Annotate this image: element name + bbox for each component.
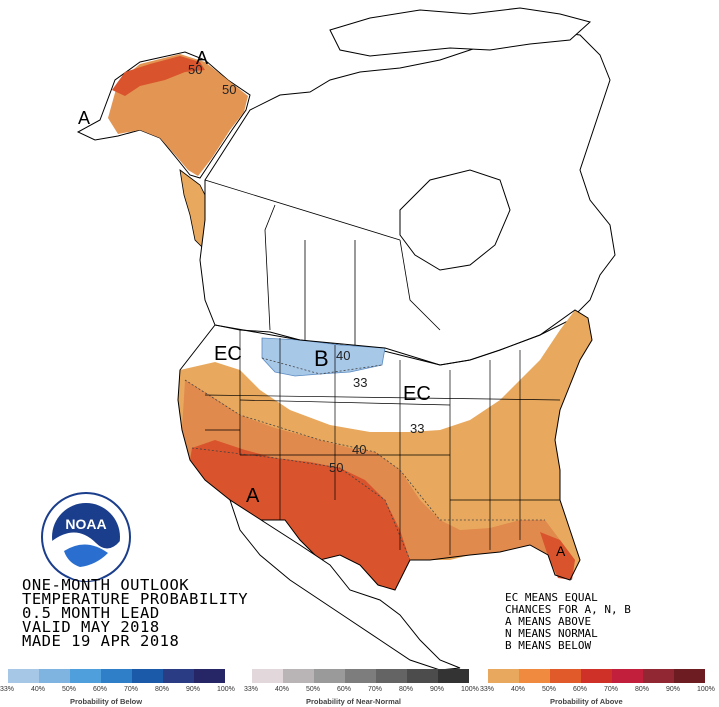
contour-label-alaska-50a: 50: [188, 62, 202, 77]
legend-swatch-normal-0: [252, 669, 283, 683]
legend-swatch-above-6: [674, 669, 705, 683]
hudson-bay: [399, 169, 511, 271]
outlook-title-block: ONE-MONTH OUTLOOK TEMPERATURE PROBABILIT…: [22, 576, 249, 650]
legend-tick-normal-3: 60%: [337, 686, 352, 693]
contour-label-alaska-50b: 50: [222, 82, 236, 97]
contour-label-33-central: 33: [410, 421, 424, 436]
legend-swatch-below-1: [39, 669, 70, 683]
legend-swatch-below-3: [101, 669, 132, 683]
legend-tick-below-4: 70%: [124, 686, 139, 693]
legend-tick-normal-6: 90%: [430, 686, 445, 693]
noaa-logo: NOAA: [41, 492, 131, 582]
state-lines: [204, 330, 561, 555]
label-above-alaska: A: [196, 48, 208, 68]
legend-swatch-normal-5: [407, 669, 438, 683]
legend-swatch-below-0: [8, 669, 39, 683]
legend-swatch-above-2: [550, 669, 581, 683]
legend-tick-above-7: 100%: [697, 686, 715, 693]
legend-tick-above-1: 40%: [511, 686, 526, 693]
contour-label-40-below: 40: [336, 348, 350, 363]
legend-tick-below-5: 80%: [155, 686, 170, 693]
legend-tick-above-3: 60%: [573, 686, 588, 693]
legend-swatch-normal-1: [283, 669, 314, 683]
title-line-2: TEMPERATURE PROBABILITY: [22, 590, 249, 608]
legend-tick-above-5: 80%: [635, 686, 650, 693]
legend-tick-normal-7: 100%: [461, 686, 479, 693]
contour-label-40: 40: [352, 442, 366, 457]
label-ec-west: EC: [214, 343, 242, 365]
legend-swatch-above-0: [488, 669, 519, 683]
label-above-alaska-w: A: [78, 108, 90, 128]
legend-tick-below-3: 60%: [93, 686, 108, 693]
province-lines: [204, 179, 441, 345]
legend-notes: EC MEANS EQUAL CHANCES FOR A, N, B A MEA…: [505, 592, 631, 652]
alaska-above-50-area: [112, 56, 205, 96]
title-line-4: VALID MAY 2018: [22, 618, 160, 636]
note-above: A MEANS ABOVE: [505, 615, 592, 628]
title-line-3: 0.5 MONTH LEAD: [22, 604, 160, 622]
arctic-islands: [329, 7, 592, 57]
legend-title-below: Probability of Below: [70, 697, 143, 706]
contour-label-50: 50: [329, 460, 343, 475]
legend-tick-above-6: 90%: [666, 686, 681, 693]
legend-tick-below-7: 100%: [217, 686, 235, 693]
contour-lines: [184, 357, 545, 561]
conus-outline: [177, 309, 593, 591]
legend-tick-above-4: 70%: [604, 686, 619, 693]
legend-bar-below: [8, 669, 225, 683]
legend-swatch-below-5: [163, 669, 194, 683]
legend-bar-normal: [252, 669, 469, 683]
legend-swatch-normal-3: [345, 669, 376, 683]
legend-title-above: Probability of Above: [550, 697, 623, 706]
label-above-florida: A: [556, 543, 566, 559]
legend-swatch-below-6: [194, 669, 225, 683]
legend-tick-below-1: 40%: [31, 686, 46, 693]
legend-swatch-normal-2: [314, 669, 345, 683]
label-above-sw: A: [246, 485, 260, 507]
legend-tick-normal-0: 33%: [244, 686, 259, 693]
below-normal-area: [261, 337, 386, 377]
title-line-5: MADE 19 APR 2018: [22, 632, 180, 650]
title-line-1: ONE-MONTH OUTLOOK: [22, 576, 190, 594]
legend-tick-normal-4: 70%: [368, 686, 383, 693]
legend-swatch-above-1: [519, 669, 550, 683]
note-normal: N MEANS NORMAL: [505, 627, 598, 640]
florida-above-50: [540, 532, 575, 580]
label-ec-central: EC: [403, 383, 431, 405]
canada-land: [199, 29, 616, 366]
legend-swatch-normal-4: [376, 669, 407, 683]
legend-swatch-normal-6: [438, 669, 469, 683]
legend-bar-above: [488, 669, 705, 683]
legend-swatch-above-5: [643, 669, 674, 683]
note-below: B MEANS BELOW: [505, 639, 592, 652]
legend-title-normal: Probability of Near-Normal: [306, 697, 402, 706]
legend-tick-below-6: 90%: [186, 686, 201, 693]
legend-tick-below-0: 33%: [0, 686, 15, 693]
note-ec: EC MEANS EQUAL: [505, 591, 598, 604]
legend-swatch-above-4: [612, 669, 643, 683]
legend-tick-below-2: 50%: [62, 686, 77, 693]
note-chances: CHANCES FOR A, N, B: [505, 603, 631, 616]
contour-label-33-north: 33: [353, 375, 367, 390]
legend-swatch-above-3: [581, 669, 612, 683]
legend-swatch-below-4: [132, 669, 163, 683]
legend-tick-normal-1: 40%: [275, 686, 290, 693]
legend-swatch-below-2: [70, 669, 101, 683]
conus-above-50: [190, 440, 410, 590]
legend-tick-above-2: 50%: [542, 686, 557, 693]
label-below: B: [314, 346, 329, 371]
legend-tick-normal-2: 50%: [306, 686, 321, 693]
noaa-logo-text: NOAA: [65, 516, 106, 532]
legend-tick-above-0: 33%: [480, 686, 495, 693]
legend-tick-normal-5: 80%: [399, 686, 414, 693]
